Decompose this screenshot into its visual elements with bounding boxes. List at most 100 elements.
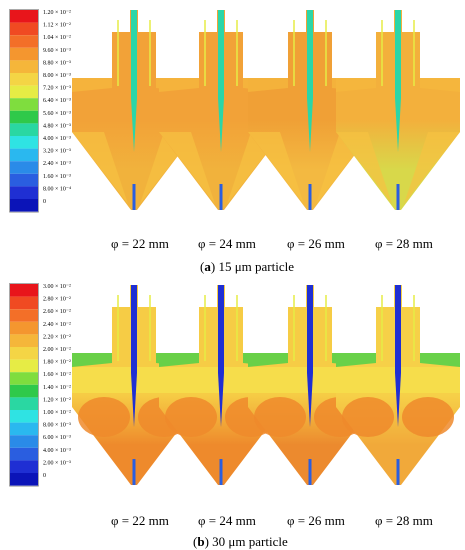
colorbar-swatch <box>10 460 38 473</box>
colorbar-swatch <box>10 60 38 73</box>
contour-band <box>159 353 199 367</box>
colorbar-swatch <box>10 372 38 385</box>
colorbar-swatch <box>10 22 38 36</box>
subplot-label-a-4: φ = 28 mm <box>375 236 433 251</box>
colorbar-swatch <box>10 173 38 187</box>
contour-plots-b <box>72 285 460 485</box>
colorbar-tick-label: 1.80 × 10⁻² <box>43 360 71 366</box>
colorbar-swatch <box>10 47 38 61</box>
colorbar-tick-label: 4.80 × 10⁻³ <box>43 123 71 129</box>
caption-b: (b) 30 μm particle <box>193 534 288 549</box>
colorbar-tick-label: 2.00 × 10⁻³ <box>43 460 71 466</box>
colorbar-swatch <box>10 98 38 111</box>
contour-band <box>72 78 112 92</box>
contour-band <box>336 132 392 204</box>
contour-plots-a <box>72 10 460 210</box>
colorbar-b-labels: 3.00 × 10⁻² 2.80 × 10⁻² 2.60 × 10⁻² 2.40 × … <box>43 284 71 479</box>
colorbar-tick-label: 2.40 × 10⁻³ <box>43 161 71 167</box>
caption-b-letter: (b) <box>193 534 209 549</box>
vortex-core <box>218 285 224 373</box>
colorbar-tick-label: 6.00 × 10⁻³ <box>43 435 71 441</box>
colorbar-tick-label: 8.00 × 10⁻³ <box>43 73 71 79</box>
vortex-core <box>218 10 224 98</box>
contour-band <box>248 132 304 204</box>
vortex-core <box>307 10 313 98</box>
colorbar-tick-label: 2.00 × 10⁻² <box>43 347 71 353</box>
vortex-core <box>307 98 313 152</box>
colorbar-tick-label: 2.40 × 10⁻² <box>43 322 71 328</box>
vortex-tail <box>308 184 312 210</box>
colorbar-tick-label: 0 <box>43 199 46 205</box>
colorbar-swatch <box>10 422 38 436</box>
vortex-tail <box>219 459 223 485</box>
vortex-core <box>218 98 224 152</box>
contour-band <box>159 78 199 92</box>
contour-band <box>336 353 376 367</box>
vortex-tail <box>219 184 223 210</box>
colorbar-tick-label: 9.60 × 10⁻³ <box>43 48 71 54</box>
colorbar-swatch <box>10 136 38 149</box>
subplot-label-a-3: φ = 26 mm <box>287 236 345 251</box>
colorbar-swatch <box>10 447 38 461</box>
contour-blob <box>254 397 306 437</box>
contour-band <box>420 78 460 92</box>
colorbar-swatch <box>10 334 38 347</box>
caption-b-text: 30 μm particle <box>212 534 288 549</box>
subplot-label-b-1: φ = 22 mm <box>111 513 169 528</box>
contour-plot-b-4 <box>336 285 460 485</box>
vortex-tail <box>132 459 136 485</box>
colorbar-swatch <box>10 110 38 124</box>
colorbar-tick-label: 1.60 × 10⁻² <box>43 372 71 378</box>
vortex-core <box>218 373 224 427</box>
vortex-tail <box>396 184 400 210</box>
colorbar-swatch <box>10 296 38 310</box>
vortex-tail <box>132 184 136 210</box>
colorbar-swatch <box>10 359 38 373</box>
colorbar-tick-label: 2.80 × 10⁻² <box>43 297 71 303</box>
colorbar-tick-label: 0 <box>43 473 46 479</box>
vortex-tail <box>396 459 400 485</box>
colorbar-swatch <box>10 161 38 174</box>
colorbar-swatch <box>10 435 38 448</box>
colorbar-b-swatches <box>9 283 39 487</box>
contour-blob <box>342 397 394 437</box>
colorbar-tick-label: 3.20 × 10⁻³ <box>43 149 71 155</box>
vortex-core <box>395 98 401 152</box>
subplot-label-b-2: φ = 24 mm <box>198 513 256 528</box>
colorbar-swatch <box>10 85 38 99</box>
caption-a: (a) 15 μm particle <box>200 259 294 274</box>
colorbar-b: 3.00 × 10⁻² 2.80 × 10⁻² 2.60 × 10⁻² 2.40 × … <box>9 283 71 487</box>
contour-band <box>420 353 460 367</box>
colorbar-tick-label: 5.60 × 10⁻³ <box>43 111 71 117</box>
contour-band <box>72 132 128 204</box>
colorbar-tick-label: 7.20 × 10⁻³ <box>43 86 71 92</box>
colorbar-tick-label: 1.20 × 10⁻² <box>43 397 71 403</box>
contour-plot-a-4 <box>336 10 460 210</box>
vortex-core <box>131 373 137 427</box>
colorbar-swatch <box>10 186 38 199</box>
colorbar-swatch <box>10 284 38 297</box>
subplot-label-b-4: φ = 28 mm <box>375 513 433 528</box>
colorbar-tick-label: 8.80 × 10⁻³ <box>43 60 71 66</box>
colorbar-tick-label: 4.00 × 10⁻³ <box>43 448 71 454</box>
colorbar-tick-label: 8.00 × 10⁻³ <box>43 423 71 429</box>
colorbar-swatch <box>10 473 38 486</box>
colorbar-swatch <box>10 347 38 360</box>
colorbar-tick-label: 2.60 × 10⁻² <box>43 309 71 315</box>
vortex-core <box>395 373 401 427</box>
vortex-core <box>131 10 137 98</box>
colorbar-tick-label: 4.00 × 10⁻³ <box>43 136 71 142</box>
contour-band <box>248 353 288 367</box>
colorbar-tick-label: 2.20 × 10⁻² <box>43 334 71 340</box>
contour-band <box>72 353 112 367</box>
contour-band <box>248 78 288 92</box>
colorbar-swatch <box>10 35 38 48</box>
colorbar-swatch <box>10 123 38 136</box>
colorbar-a-swatches <box>9 9 39 213</box>
colorbar-swatch <box>10 10 38 23</box>
colorbar-tick-label: 1.00 × 10⁻² <box>43 410 71 416</box>
colorbar-swatch <box>10 397 38 410</box>
contour-band <box>336 78 376 92</box>
caption-a-text: 15 μm particle <box>218 259 294 274</box>
